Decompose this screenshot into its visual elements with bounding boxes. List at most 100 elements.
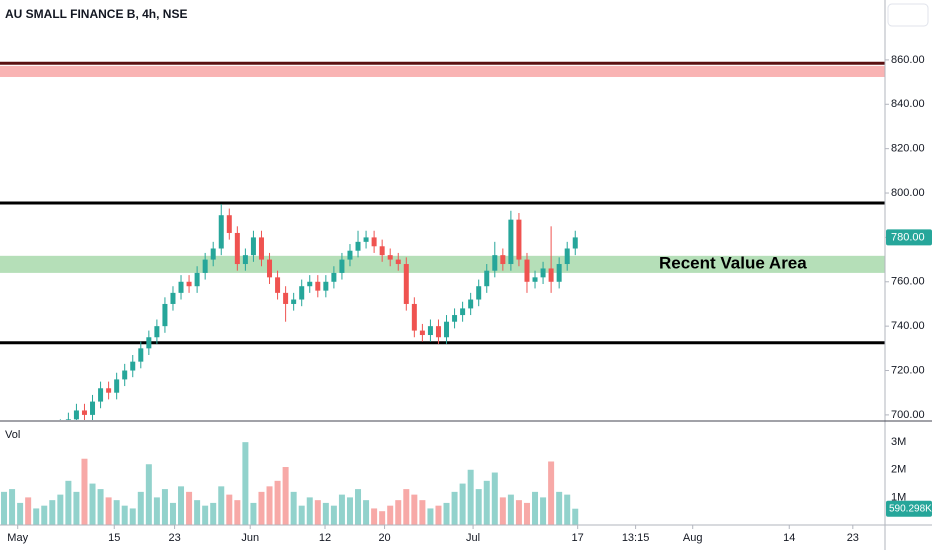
volume-bar <box>491 472 498 525</box>
settings-button[interactable] <box>887 3 929 27</box>
candle-body <box>242 255 248 265</box>
y-tick-label: 700.00 <box>891 409 925 421</box>
candle-body <box>138 348 144 362</box>
volume-bar <box>371 508 378 525</box>
volume-bar <box>540 497 547 525</box>
volume-bar <box>548 461 555 525</box>
candle-body <box>540 268 546 278</box>
x-tick-label: 13:15 <box>622 532 650 544</box>
candle-body <box>258 237 264 260</box>
candle-body <box>363 237 369 242</box>
volume-bar <box>33 508 40 525</box>
volume-bar <box>499 497 506 525</box>
x-tick-label: Aug <box>683 532 703 544</box>
candle-body <box>460 308 466 316</box>
volume-bar <box>467 469 474 525</box>
volume-bar <box>202 505 209 525</box>
x-tick-label: 17 <box>572 532 584 544</box>
candle-body <box>435 326 441 338</box>
candle-body <box>331 272 337 282</box>
volume-bar <box>387 505 394 525</box>
volume-bar <box>419 500 426 525</box>
candle-body <box>90 401 96 415</box>
volume-bar <box>97 489 104 525</box>
y-tick-label: 720.00 <box>891 364 925 376</box>
candle-body <box>508 219 514 265</box>
candle-body <box>267 259 273 278</box>
volume-bar <box>41 505 48 525</box>
volume-bar <box>475 489 482 525</box>
candle-body <box>492 255 498 271</box>
candle-body <box>572 237 578 249</box>
candle-body <box>146 337 152 349</box>
candles <box>2 204 578 463</box>
candle-body <box>419 330 425 336</box>
candle-body <box>18 446 23 453</box>
candle-body <box>476 286 482 300</box>
candle-body <box>130 361 136 371</box>
candle-body <box>556 264 562 282</box>
candle-body <box>42 437 47 441</box>
candle-body <box>178 281 184 293</box>
y-tick-label: 860.00 <box>891 54 925 66</box>
volume-bar <box>403 489 410 525</box>
volume-bar <box>169 502 176 525</box>
x-tick-label: 14 <box>783 532 795 544</box>
volume-label: Vol <box>5 429 20 441</box>
candle-body <box>122 370 128 380</box>
candle-body <box>355 241 361 251</box>
volume-bar <box>411 494 418 525</box>
candle-body <box>468 299 474 309</box>
x-tick-label: Jul <box>466 532 480 544</box>
volume-bar <box>186 491 193 525</box>
x-tick-label: 23 <box>168 532 180 544</box>
candle-body <box>154 326 160 338</box>
volume-bar <box>443 502 450 525</box>
volume-bar <box>282 467 289 525</box>
volume-bar <box>81 458 88 525</box>
candle-body <box>307 281 313 287</box>
x-tick-label: 12 <box>319 532 331 544</box>
volume-bar <box>459 483 466 525</box>
volume-tick-label: 2M <box>891 464 906 476</box>
volume-bar <box>346 497 353 525</box>
volume-bar <box>17 502 24 525</box>
volume-bar <box>451 491 458 525</box>
candle-body <box>427 326 433 336</box>
volume-bar <box>129 508 136 525</box>
volume-bar <box>338 494 345 525</box>
candle-body <box>114 379 120 393</box>
y-tick-label: 820.00 <box>891 143 925 155</box>
volume-bar <box>314 500 321 525</box>
candle-body <box>58 426 63 433</box>
volume-bar <box>532 491 539 525</box>
candle-body <box>564 248 570 265</box>
volume-bar <box>435 505 442 525</box>
y-tick-label: 840.00 <box>891 98 925 110</box>
candle-body <box>283 292 289 304</box>
candle-body <box>516 219 522 260</box>
volume-bar <box>9 489 16 525</box>
candle-body <box>339 259 345 273</box>
y-tick-label: 800.00 <box>891 187 925 199</box>
volume-bar <box>210 502 217 525</box>
volume-bar <box>194 500 201 525</box>
candle-body <box>218 215 224 249</box>
last-price-tag <box>886 229 932 246</box>
y-tick-label: 760.00 <box>891 276 925 288</box>
y-tick-label: 740.00 <box>891 320 925 332</box>
volume-bar <box>178 486 185 525</box>
volume-bar <box>306 497 313 525</box>
candle-body <box>170 292 176 304</box>
candle-body <box>524 259 530 282</box>
candle-body <box>2 459 7 463</box>
candle-body <box>395 259 401 265</box>
x-tick-label: Jun <box>241 532 259 544</box>
candle-body <box>73 410 79 420</box>
candle-body <box>299 286 305 300</box>
candle-body <box>371 237 377 247</box>
candle-body <box>26 446 31 450</box>
last-price-label: 780.00 <box>891 231 925 243</box>
